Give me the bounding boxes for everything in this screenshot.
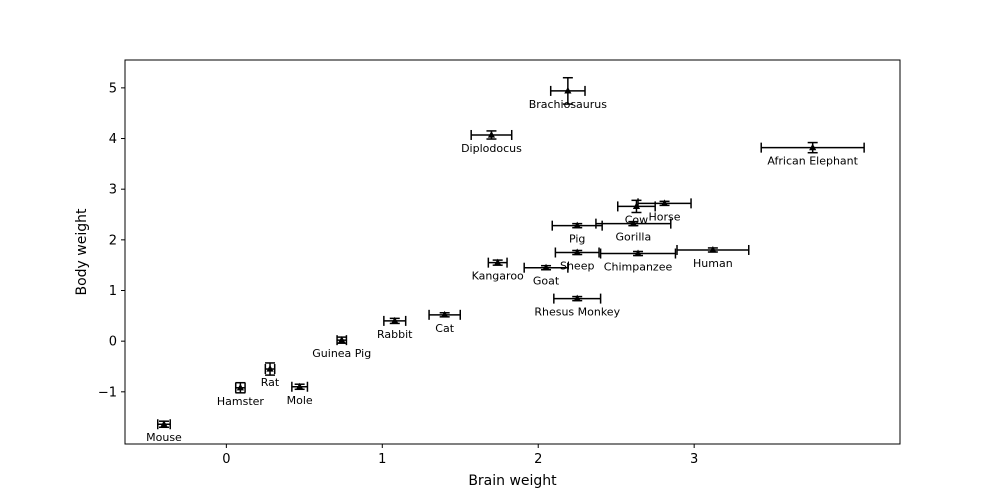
data-point-marker: [660, 199, 669, 206]
x-tick-label: 2: [534, 452, 542, 467]
data-point-label: Rat: [261, 376, 280, 389]
data-point-group: Mouse: [146, 419, 182, 444]
data-point-marker: [573, 294, 581, 302]
data-point-group: Mole: [287, 381, 313, 407]
data-point-marker: [338, 336, 346, 343]
data-point-marker: [573, 248, 581, 256]
data-point-label: Gorilla: [616, 231, 652, 244]
data-point-label: Rhesus Monkey: [534, 306, 620, 319]
data-point-marker: [487, 130, 496, 138]
y-tick-label: −1: [98, 385, 117, 400]
data-point-group: Human: [676, 244, 750, 270]
data-point-marker: [573, 221, 581, 229]
y-tick-label: 2: [109, 233, 117, 248]
data-point-marker: [629, 219, 637, 227]
data-point-group: Gorilla: [595, 218, 672, 244]
data-point-group: Cow: [617, 199, 656, 226]
data-point-marker: [709, 245, 717, 253]
data-point-marker: [391, 316, 399, 324]
data-point-label: Kangaroo: [472, 270, 524, 283]
plot-frame: [124, 59, 901, 445]
data-point-label: African Elephant: [767, 155, 858, 168]
data-point-group: Goat: [523, 262, 569, 288]
y-tick-label: 4: [109, 132, 117, 147]
data-point-label: Brachiosaurus: [529, 98, 608, 111]
data-point-group: Diplodocus: [461, 129, 522, 155]
data-point-group: Rat: [261, 362, 280, 389]
x-tick-label: 0: [222, 452, 230, 467]
data-point-group: Rabbit: [377, 315, 413, 341]
data-point-marker: [564, 86, 572, 94]
data-point-label: Human: [693, 257, 733, 270]
data-point-label: Pig: [569, 233, 585, 246]
data-point-group: Guinea Pig: [312, 335, 371, 360]
x-axis-label: Brain weight: [468, 473, 557, 489]
data-point-marker: [296, 382, 304, 390]
data-point-group: Brachiosaurus: [529, 76, 608, 111]
x-tick-label: 1: [378, 452, 386, 467]
y-axis-label: Body weight: [74, 208, 90, 296]
data-point-group: Sheep: [554, 247, 600, 273]
data-point-marker: [236, 383, 244, 391]
data-point-group: Cat: [428, 309, 462, 335]
data-point-marker: [494, 258, 502, 266]
data-point-label: Cow: [625, 213, 648, 226]
data-point-group: Horse: [637, 198, 692, 223]
data-point-label: Horse: [649, 210, 681, 223]
data-point-label: Mouse: [146, 431, 182, 444]
y-tick-label: 3: [109, 183, 117, 198]
data-point-label: Rabbit: [377, 328, 413, 341]
data-point-label: Cat: [435, 322, 454, 335]
data-point-group: Hamster: [217, 381, 265, 408]
data-point-label: Diplodocus: [461, 142, 522, 155]
data-point-label: Sheep: [560, 260, 594, 273]
data-point-group: Chimpanzee: [599, 248, 677, 274]
data-point-label: Hamster: [217, 395, 265, 408]
data-point-group: Rhesus Monkey: [534, 293, 621, 319]
y-tick-label: 1: [109, 284, 117, 299]
data-point-label: Goat: [533, 275, 560, 288]
y-tick-label: 0: [109, 335, 117, 350]
data-point-label: Chimpanzee: [604, 261, 673, 274]
data-point-group: African Elephant: [760, 141, 865, 168]
data-point-marker: [542, 263, 550, 271]
data-points: Mouse Hamster Rat Mole Guinea Pig Rabbit Cat Ka…: [146, 76, 865, 444]
x-tick-label: 3: [690, 452, 698, 467]
data-point-group: Kangaroo: [472, 257, 524, 283]
x-axis: 0 1 2 3: [222, 444, 698, 467]
data-point-marker: [634, 249, 642, 257]
y-axis: −1 0 1 2 3 4 5: [98, 81, 125, 400]
data-point-marker: [160, 420, 168, 427]
data-point-marker: [809, 143, 817, 151]
data-point-group: Pig: [551, 220, 603, 246]
data-point-marker: [266, 365, 274, 372]
data-point-label: Mole: [287, 394, 313, 407]
data-point-marker: [441, 310, 449, 318]
y-tick-label: 5: [109, 81, 117, 96]
data-point-label: Guinea Pig: [312, 347, 371, 360]
